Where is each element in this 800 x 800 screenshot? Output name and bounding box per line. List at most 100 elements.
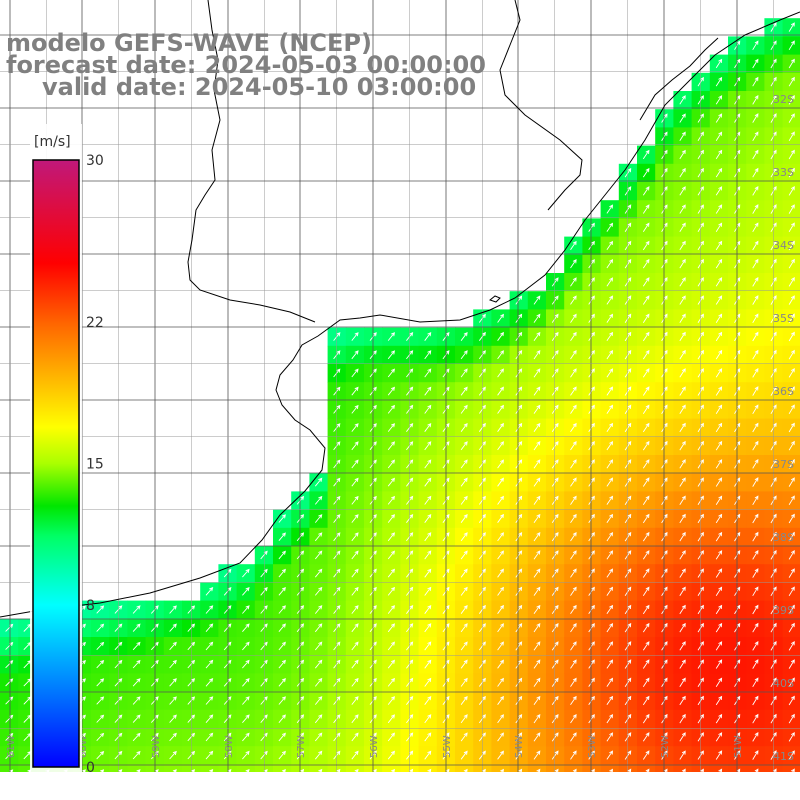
wind-arrow — [351, 514, 359, 523]
wind-arrow — [351, 350, 359, 360]
wind-arrow — [424, 623, 432, 633]
wind-arrow — [570, 695, 577, 706]
valid-date: valid date: 2024-05-10 03:00:00 — [42, 73, 477, 101]
wind-arrow — [387, 495, 395, 505]
wind-arrow — [351, 586, 359, 596]
wind-arrow — [533, 459, 541, 469]
wind-arrow — [260, 623, 268, 632]
wind-cell — [764, 764, 784, 772]
wind-arrow — [606, 695, 614, 706]
wind-arrow — [497, 568, 504, 578]
wind-arrow — [624, 477, 632, 487]
wind-arrow — [223, 714, 232, 723]
border-line — [187, 0, 316, 323]
wind-arrow — [588, 313, 595, 323]
wind-arrow — [752, 58, 759, 69]
wind-arrow — [533, 350, 541, 360]
wind-arrow — [715, 695, 723, 706]
wind-arrow — [752, 94, 759, 105]
wind-arrow — [624, 368, 632, 378]
wind-cell — [254, 764, 274, 772]
wind-arrow — [642, 222, 650, 232]
wind-arrow — [314, 586, 323, 596]
wind-arrow — [387, 605, 395, 614]
wind-arrow — [424, 641, 432, 651]
wind-arrow — [679, 331, 686, 342]
wind-arrow — [570, 568, 577, 578]
wind-cell — [327, 764, 347, 772]
wind-arrow — [642, 659, 650, 669]
wind-arrow — [314, 677, 323, 687]
wind-arrow — [715, 240, 723, 251]
wind-arrow — [606, 623, 614, 633]
wind-arrow — [788, 349, 795, 360]
wind-arrow — [515, 350, 523, 360]
wind-arrow — [624, 659, 632, 669]
wind-arrow — [642, 641, 650, 651]
wind-arrow — [551, 513, 559, 524]
wind-arrow — [627, 768, 632, 772]
wind-arrow — [387, 677, 395, 687]
wind-arrow — [278, 732, 286, 742]
wind-arrow — [642, 695, 650, 706]
wind-arrow — [169, 623, 177, 632]
wind-arrow — [351, 714, 359, 724]
wind-arrow — [533, 441, 541, 451]
wind-cell — [509, 764, 529, 772]
wind-arrow — [260, 732, 268, 742]
wind-arrow — [260, 677, 268, 687]
wind-arrow — [752, 586, 759, 597]
wind-cell — [527, 764, 547, 772]
wind-arrow — [314, 696, 323, 705]
wind-arrow — [715, 513, 723, 524]
wind-arrow — [551, 714, 559, 724]
wind-arrow — [788, 586, 795, 597]
wind-arrow — [588, 604, 595, 615]
wind-arrow — [96, 714, 105, 723]
wind-arrow — [387, 732, 395, 742]
wind-arrow — [570, 259, 577, 269]
wind-arrow — [187, 641, 196, 651]
wind-arrow — [260, 641, 268, 651]
wind-arrow — [533, 295, 541, 305]
wind-arrow — [227, 768, 232, 772]
wind-arrow — [533, 331, 541, 342]
wind-arrow — [551, 586, 559, 596]
wind-arrow — [205, 750, 214, 760]
wind-arrow — [187, 659, 196, 669]
lat-label: 33S — [773, 166, 794, 179]
wind-arrow — [551, 732, 559, 742]
wind-arrow — [752, 531, 759, 542]
wind-arrow — [715, 659, 723, 669]
wind-arrow — [187, 605, 196, 614]
wind-arrow — [260, 750, 268, 760]
wind-arrow — [752, 440, 759, 451]
wind-arrow — [624, 186, 632, 196]
wind-arrow — [387, 532, 395, 542]
wind-arrow — [752, 113, 759, 123]
lon-label: 61W — [6, 735, 17, 758]
wind-arrow — [679, 313, 686, 323]
wind-arrow — [679, 422, 686, 433]
wind-arrow — [752, 695, 759, 706]
wind-arrow — [424, 732, 432, 742]
lat-label: 39S — [773, 604, 794, 617]
wind-arrow — [460, 495, 468, 505]
wind-arrow — [351, 659, 359, 669]
wind-arrow — [642, 732, 650, 742]
wind-arrow — [788, 295, 795, 305]
wind-arrow — [387, 368, 395, 378]
wind-arrow — [314, 477, 323, 487]
wind-cell — [546, 764, 565, 772]
wind-arrow — [169, 641, 177, 651]
wind-arrow — [624, 167, 632, 178]
wind-arrow — [318, 768, 323, 772]
wind-arrow — [715, 258, 723, 269]
wind-arrow — [223, 605, 232, 614]
colorbar-ticks: 30 22 15 8 0 — [86, 153, 104, 776]
wind-arrow — [278, 714, 286, 723]
wind-arrow — [588, 422, 595, 433]
wind-arrow — [624, 459, 632, 469]
wind-arrow — [260, 568, 268, 578]
wind-arrow — [533, 732, 541, 742]
